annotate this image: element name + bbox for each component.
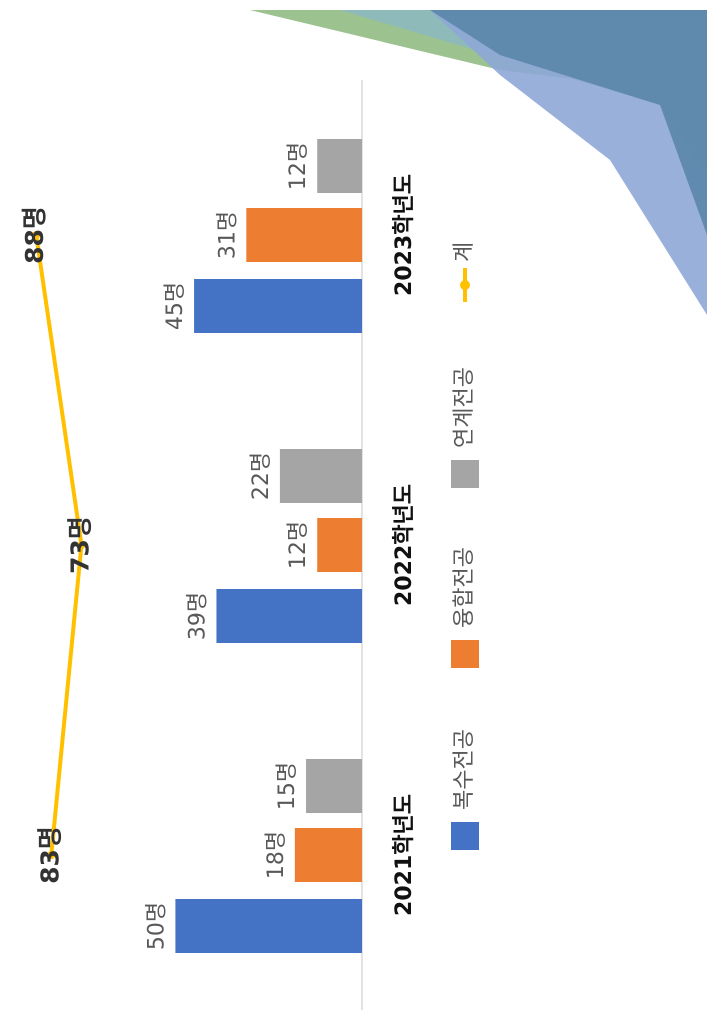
data-label: 22명 bbox=[249, 452, 274, 500]
legend-label: 계 bbox=[452, 242, 477, 262]
legend-marker bbox=[451, 460, 479, 488]
line-point bbox=[77, 541, 86, 549]
legend-marker bbox=[451, 640, 479, 668]
bar bbox=[317, 518, 362, 572]
x-tick-label: 2022학년도 bbox=[392, 484, 417, 606]
plot: 2021학년도 2022학년도 2023학년도 50명 39명 45명 18명 12명 31명 1… bbox=[20, 80, 479, 1010]
decoration bbox=[430, 10, 707, 235]
bar bbox=[216, 589, 362, 643]
bar bbox=[175, 899, 362, 953]
data-label: 45명 bbox=[163, 282, 188, 330]
data-label: 50명 bbox=[144, 902, 169, 950]
legend-label: 융합전공 bbox=[452, 547, 477, 628]
bar bbox=[279, 449, 363, 503]
bar bbox=[317, 139, 362, 193]
legend-marker bbox=[451, 822, 479, 850]
legend-label: 복수전공 bbox=[452, 729, 477, 810]
data-label: 12명 bbox=[286, 521, 311, 569]
data-label: 73명 bbox=[65, 516, 94, 574]
data-label: 39명 bbox=[185, 592, 210, 640]
bar bbox=[246, 208, 362, 262]
legend-label: 연계전공 bbox=[452, 367, 477, 448]
line-point bbox=[47, 851, 56, 859]
x-tick-label: 2023학년도 bbox=[392, 174, 417, 296]
data-label: 15명 bbox=[275, 762, 300, 810]
data-label: 12명 bbox=[286, 142, 311, 190]
legend-marker bbox=[460, 280, 470, 290]
data-label: 31명 bbox=[215, 211, 240, 259]
data-label: 18명 bbox=[264, 831, 289, 879]
x-tick-label: 2021학년도 bbox=[392, 794, 417, 916]
bar bbox=[306, 759, 363, 813]
line-point bbox=[32, 231, 41, 239]
data-label: 83명 bbox=[35, 826, 64, 884]
bar bbox=[294, 828, 362, 882]
bar bbox=[194, 279, 362, 333]
data-label: 88명 bbox=[20, 206, 49, 264]
